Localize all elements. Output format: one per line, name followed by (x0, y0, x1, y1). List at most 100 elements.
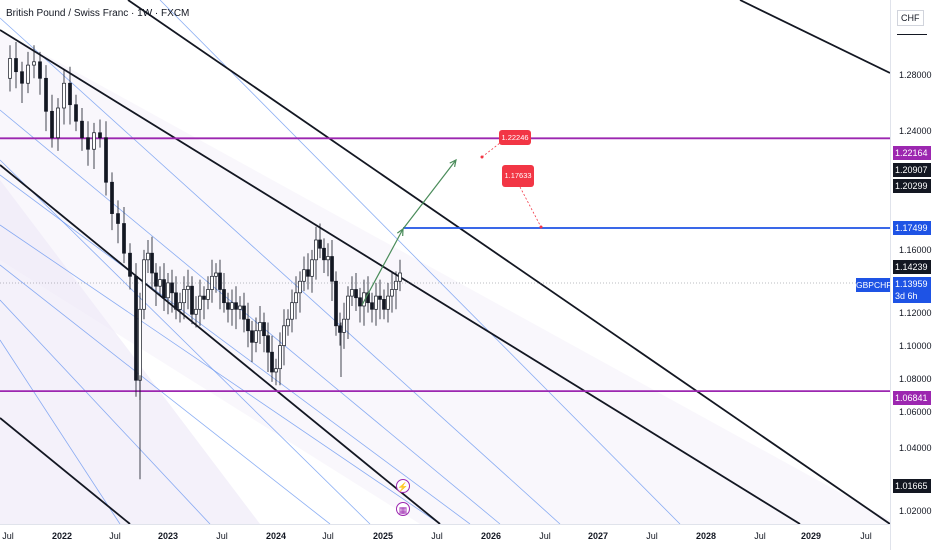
time-tick: 2022 (51, 531, 73, 541)
candle (14, 58, 18, 73)
candle (222, 289, 226, 304)
candle (80, 120, 84, 139)
candle (170, 282, 174, 294)
candle (206, 289, 210, 300)
price-tick: 1.08000 (899, 374, 932, 384)
candle (68, 82, 72, 106)
channel-line (0, 339, 121, 524)
candle (178, 302, 182, 310)
candle (238, 305, 242, 310)
candle (266, 335, 270, 353)
time-tick: Jul (216, 531, 228, 541)
candle (358, 297, 362, 307)
time-tick: Jul (860, 531, 872, 541)
chart-canvas[interactable] (0, 0, 890, 524)
candle (214, 272, 218, 277)
candle (122, 223, 126, 254)
time-tick: Jul (646, 531, 658, 541)
price-label-blue-level: 1.17499 (893, 221, 931, 235)
candle (44, 77, 48, 112)
candle (116, 213, 120, 224)
candle (326, 256, 330, 261)
time-axis[interactable]: Jul 2022 Jul 2023 Jul 2024 Jul 2025 Jul 2026 Jul 20… (0, 524, 890, 551)
candle (382, 299, 386, 310)
annotation-pointer (481, 142, 501, 158)
candle (210, 275, 214, 290)
candle (86, 137, 90, 150)
candle (294, 292, 298, 304)
price-label-dark: 1.20299 (893, 179, 931, 193)
candle (270, 351, 274, 373)
candle (166, 282, 170, 299)
axis-divider (897, 34, 927, 35)
annotation-pointer (519, 186, 542, 228)
candle (342, 318, 346, 333)
candle (182, 289, 186, 304)
candle (98, 132, 102, 139)
price-label-dark: 1.14239 (893, 260, 931, 274)
candle (202, 295, 206, 300)
time-tick: 2027 (587, 531, 609, 541)
trend-line (0, 417, 131, 524)
candle (370, 302, 374, 310)
candle (74, 104, 78, 122)
price-axis[interactable]: CHF 1.28000 1.24000 1.16000 1.12000 1.10… (890, 0, 932, 550)
time-tick: Jul (539, 531, 551, 541)
candle (92, 132, 96, 150)
annotation-target-2[interactable]: 1.17633 (502, 165, 534, 187)
candle (278, 345, 282, 370)
price-tick: 1.28000 (899, 70, 932, 80)
candle (62, 82, 66, 109)
candle (8, 58, 12, 79)
last-price-value: 1.13959 (895, 279, 928, 289)
candle (274, 368, 278, 373)
candle (310, 259, 314, 277)
candle (346, 295, 350, 320)
candle (150, 252, 154, 274)
chart-area[interactable]: British Pound / Swiss Franc · 1W · FXCM … (0, 0, 890, 524)
price-tick: 1.04000 (899, 443, 932, 453)
candle (162, 279, 166, 299)
event-icon[interactable]: ▦ (396, 502, 410, 516)
price-tick: 1.02000 (899, 506, 932, 516)
channel-line (0, 264, 331, 524)
candle (32, 61, 36, 66)
candle (20, 71, 24, 84)
candle (254, 330, 258, 343)
candle (246, 318, 250, 332)
candle (230, 302, 234, 310)
flash-icon[interactable]: ⚡ (396, 479, 410, 493)
time-tick: Jul (431, 531, 443, 541)
annotation-target-1[interactable]: 1.22246 (499, 130, 531, 145)
channel-line (0, 224, 441, 524)
candle (26, 64, 30, 84)
candle (398, 272, 402, 282)
time-tick: Jul (754, 531, 766, 541)
currency-label[interactable]: CHF (897, 10, 924, 26)
candle (154, 272, 158, 287)
time-tick: 2029 (800, 531, 822, 541)
candle (306, 269, 310, 277)
candle (250, 330, 254, 343)
time-tick: 2028 (695, 531, 717, 541)
time-tick: 2026 (480, 531, 502, 541)
candle (234, 302, 238, 310)
candle (218, 272, 222, 290)
time-tick: Jul (322, 531, 334, 541)
channel-line (159, 0, 681, 524)
chart-title: British Pound / Swiss Franc · 1W · FXCM (6, 8, 190, 19)
price-tick: 1.10000 (899, 341, 932, 351)
candle (286, 318, 290, 327)
candle (138, 308, 142, 381)
time-tick: 2025 (372, 531, 394, 541)
candle (194, 308, 198, 315)
projection-arrow (402, 159, 457, 230)
candle (318, 239, 322, 249)
candle (128, 252, 132, 277)
candle (56, 107, 60, 139)
candle (390, 289, 394, 297)
time-tick: Jul (2, 531, 14, 541)
channel-line (0, 109, 501, 524)
channel-fill-lower (0, 180, 260, 524)
candle (330, 256, 334, 282)
